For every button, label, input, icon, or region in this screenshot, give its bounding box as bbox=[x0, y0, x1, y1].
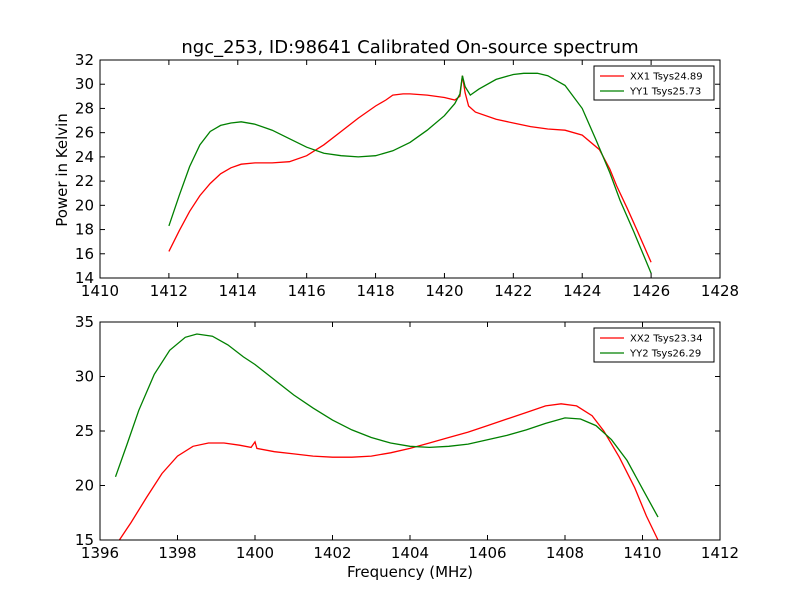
x-tick-label: 1428 bbox=[701, 282, 739, 300]
x-tick-label: 1410 bbox=[623, 544, 661, 562]
y-tick-label: 14 bbox=[75, 269, 94, 287]
x-tick-label: 1414 bbox=[219, 282, 257, 300]
plot-frame bbox=[99, 59, 721, 279]
top-plot: 1410 1412 1414 1416 1418 1420 1422 1424 1426 1428… bbox=[75, 51, 739, 300]
y-tick-label: 30 bbox=[75, 368, 94, 386]
x-tick-label: 1426 bbox=[632, 282, 670, 300]
legend-box bbox=[593, 65, 715, 101]
x-tick-label: 1406 bbox=[468, 544, 506, 562]
legend: XX1 Tsys24.89 YY1 Tsys25.73 bbox=[593, 65, 715, 101]
y-tick-label: 30 bbox=[75, 75, 94, 93]
x-tick-label: 1412 bbox=[701, 544, 739, 562]
series-line-1 bbox=[118, 403, 659, 541]
x-axis-label: Frequency (MHz) bbox=[347, 563, 473, 581]
x-tick-label: 1424 bbox=[563, 282, 601, 300]
x-tick-label: 1398 bbox=[158, 544, 196, 562]
x-tick-label: 1416 bbox=[288, 282, 326, 300]
y-tick-label: 16 bbox=[75, 245, 94, 263]
y-tick-label: 15 bbox=[75, 531, 94, 549]
y-axis-label: Power in Kelvin bbox=[53, 113, 71, 227]
x-tick-label: 1418 bbox=[356, 282, 394, 300]
legend-entry: XX1 Tsys24.89 bbox=[630, 72, 703, 83]
x-tick-label: 1400 bbox=[236, 544, 274, 562]
x-tick-label: 1422 bbox=[494, 282, 532, 300]
y-tick-label: 20 bbox=[75, 196, 94, 214]
y-tick-label: 18 bbox=[75, 221, 94, 239]
y-tick-label: 35 bbox=[75, 313, 94, 331]
x-tick-label: 1408 bbox=[546, 544, 584, 562]
legend-entry: YY1 Tsys25.73 bbox=[629, 87, 701, 98]
bottom-plot: 1396 1398 1400 1402 1404 1406 1408 1410 1412 15 20… bbox=[75, 313, 739, 562]
series-line-2 bbox=[168, 72, 652, 274]
x-tick-label: 1410 bbox=[81, 282, 119, 300]
y-tick-label: 22 bbox=[75, 172, 94, 190]
x-tick-label: 1404 bbox=[391, 544, 429, 562]
series-line-2 bbox=[114, 333, 659, 518]
y-tick-label: 26 bbox=[75, 124, 94, 142]
legend: XX2 Tsys23.34 YY2 Tsys26.29 bbox=[593, 327, 715, 363]
legend-entry: YY2 Tsys26.29 bbox=[629, 349, 701, 360]
y-tick-label: 20 bbox=[75, 477, 94, 495]
x-tick-label: 1420 bbox=[425, 282, 463, 300]
y-tick-label: 25 bbox=[75, 422, 94, 440]
series-line-1 bbox=[168, 75, 652, 263]
y-tick-label: 24 bbox=[75, 148, 94, 166]
x-tick-label: 1402 bbox=[313, 544, 351, 562]
x-tick-label: 1396 bbox=[81, 544, 119, 562]
x-tick-label: 1412 bbox=[150, 282, 188, 300]
legend-entry: XX2 Tsys23.34 bbox=[630, 334, 703, 345]
y-tick-label: 32 bbox=[75, 51, 94, 69]
y-tick-label: 28 bbox=[75, 99, 94, 117]
legend-box bbox=[593, 327, 715, 363]
chart-title: ngc_253, ID:98641 Calibrated On-source s… bbox=[181, 37, 638, 58]
